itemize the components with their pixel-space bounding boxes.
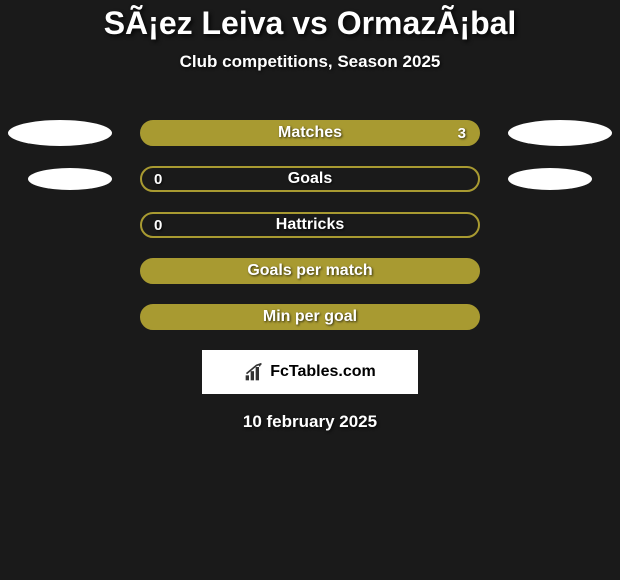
page-title: SÃ¡ez Leiva vs OrmazÃ¡bal: [0, 5, 620, 42]
stat-label: Goals per match: [247, 262, 372, 280]
stat-bar-goals-per-match: Goals per match: [140, 258, 480, 284]
stat-bar-min-per-goal: Min per goal: [140, 304, 480, 330]
footer-date: 10 february 2025: [0, 412, 620, 432]
chart-icon: [244, 362, 264, 382]
left-ellipse: [28, 168, 112, 190]
comparison-container: SÃ¡ez Leiva vs OrmazÃ¡bal Club competiti…: [0, 0, 620, 432]
stat-row-hattricks: 0 Hattricks: [0, 212, 620, 238]
stat-row-min-per-goal: Min per goal: [0, 304, 620, 330]
left-ellipse: [8, 120, 112, 146]
stat-label: Hattricks: [276, 216, 344, 234]
page-subtitle: Club competitions, Season 2025: [0, 52, 620, 72]
stat-left-value: 0: [154, 171, 162, 188]
stat-label: Goals: [288, 170, 332, 188]
stat-row-goals: 0 Goals: [0, 166, 620, 192]
stat-bar-matches: Matches 3: [140, 120, 480, 146]
stat-bar-hattricks: 0 Hattricks: [140, 212, 480, 238]
fctables-logo[interactable]: FcTables.com: [202, 350, 418, 394]
stat-row-goals-per-match: Goals per match: [0, 258, 620, 284]
stat-label: Min per goal: [263, 308, 357, 326]
right-ellipse: [508, 120, 612, 146]
stat-right-value: 3: [458, 125, 466, 142]
stat-label: Matches: [278, 124, 342, 142]
stat-bar-goals: 0 Goals: [140, 166, 480, 192]
logo-text: FcTables.com: [270, 363, 376, 381]
right-ellipse: [508, 168, 592, 190]
stat-left-value: 0: [154, 217, 162, 234]
stat-row-matches: Matches 3: [0, 120, 620, 146]
